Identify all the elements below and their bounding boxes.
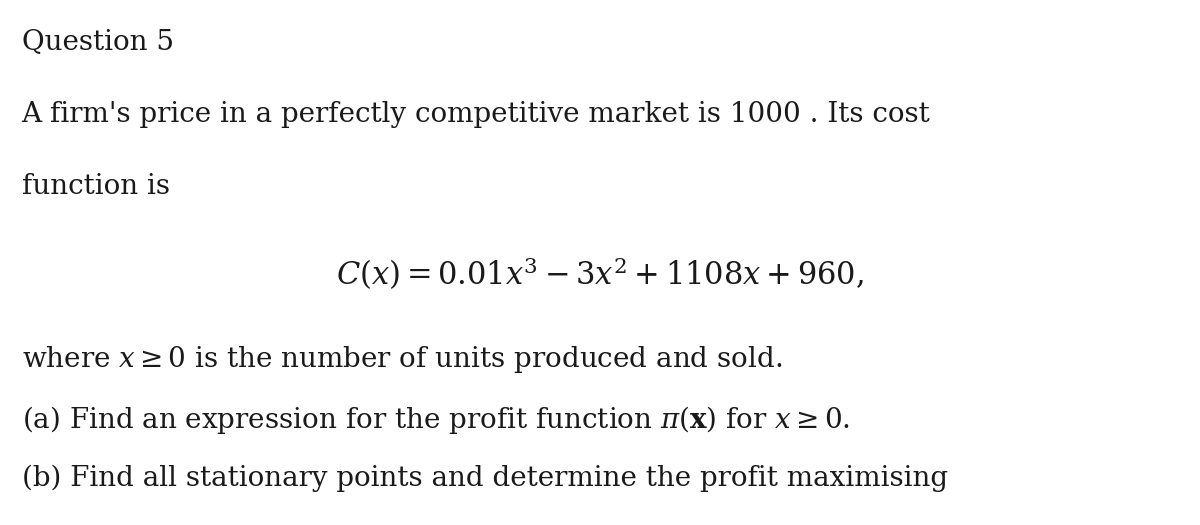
Text: function is: function is bbox=[22, 173, 169, 200]
Text: (a) Find an expression for the profit function $\pi(\mathbf{x})$ for $x \geq 0$.: (a) Find an expression for the profit fu… bbox=[22, 404, 850, 436]
Text: Question 5: Question 5 bbox=[22, 29, 174, 56]
Text: $C(x) = 0.01x^3 - 3x^2 + 1108x + 960,$: $C(x) = 0.01x^3 - 3x^2 + 1108x + 960,$ bbox=[336, 255, 864, 291]
Text: A firm's price in a perfectly competitive market is 1000 . Its cost: A firm's price in a perfectly competitiv… bbox=[22, 101, 930, 128]
Text: where $x \geq 0$ is the number of units produced and sold.: where $x \geq 0$ is the number of units … bbox=[22, 344, 782, 375]
Text: (b) Find all stationary points and determine the profit maximising: (b) Find all stationary points and deter… bbox=[22, 465, 948, 492]
